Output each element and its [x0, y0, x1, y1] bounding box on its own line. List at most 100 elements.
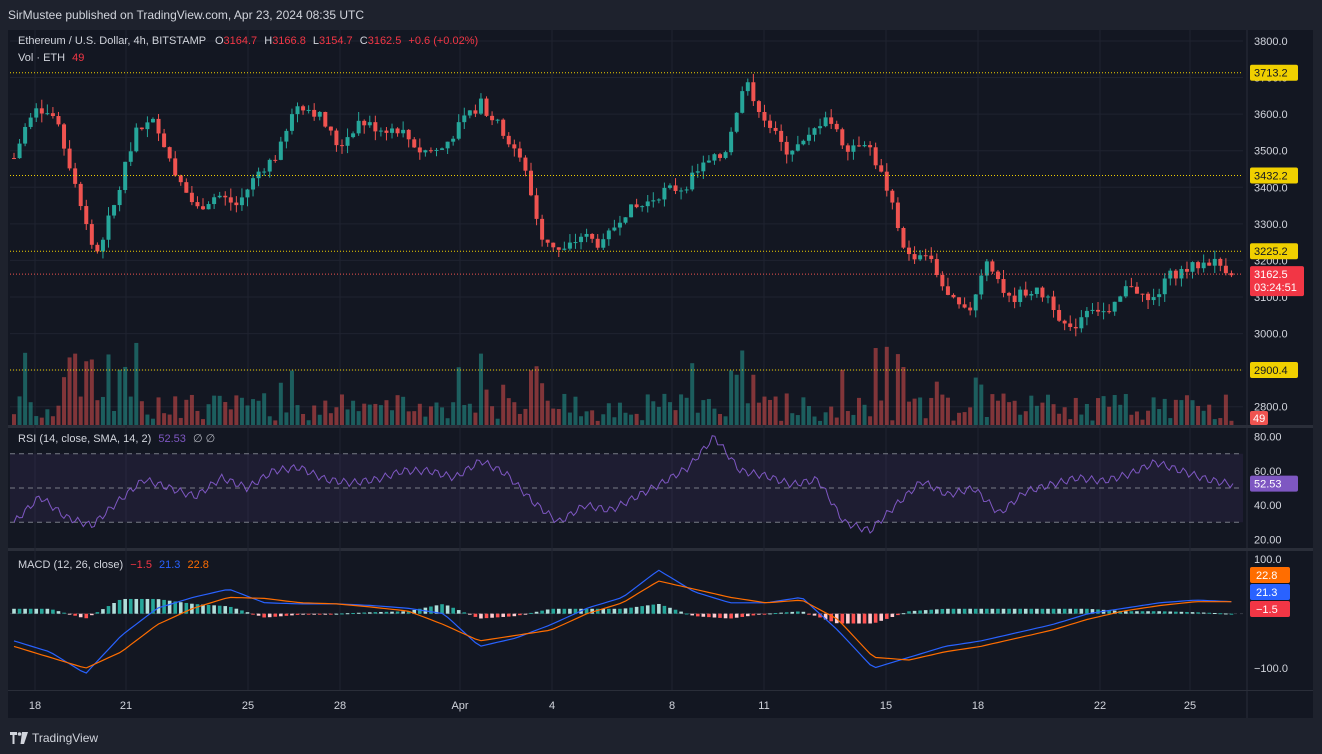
macd-histogram-bar	[768, 613, 772, 615]
macd-histogram-bar	[996, 608, 1000, 614]
candle-body	[462, 115, 467, 123]
volume-bar	[890, 420, 895, 425]
macd-histogram-bar	[645, 605, 650, 614]
volume-bar	[273, 420, 278, 425]
volume-bar	[840, 369, 845, 425]
candle-body	[845, 145, 850, 152]
volume-bar	[1146, 410, 1151, 425]
volume-bar	[884, 346, 889, 425]
volume-bar	[184, 399, 189, 425]
candle-body	[473, 110, 478, 114]
candle-body	[1101, 311, 1106, 313]
candle-body	[1073, 326, 1078, 329]
volume-bar	[951, 420, 956, 425]
signal-line[interactable]	[13, 580, 1232, 669]
volume-bar	[478, 353, 483, 425]
macd-legend[interactable]: MACD (12, 26, close) −1.5 21.3 22.8	[18, 559, 209, 571]
volume-bar	[968, 407, 973, 425]
time-axis-label: 21	[120, 700, 132, 712]
volume-bar	[212, 395, 217, 425]
candle-body	[584, 233, 589, 237]
price-axis-label: 3300.0	[1254, 219, 1288, 231]
level-badge-label: 3432.2	[1254, 170, 1288, 182]
candle-body	[134, 127, 139, 152]
candle-body	[895, 202, 900, 229]
rsi-line[interactable]	[13, 435, 1234, 534]
volume-bar	[328, 413, 333, 425]
macd-histogram-bar	[267, 613, 272, 618]
volume-bar	[1201, 410, 1206, 425]
macd-histogram-bar	[629, 607, 633, 614]
candle-body	[973, 294, 978, 311]
volume-bar	[73, 353, 78, 425]
volume-bar	[1079, 414, 1084, 425]
macd-histogram-bar	[873, 613, 878, 623]
volume-bar	[484, 389, 489, 425]
macd-histogram-bar	[412, 609, 417, 614]
volume-bar	[384, 400, 389, 425]
chart-canvas[interactable]: 3800.03700.03600.03500.03400.03300.03200…	[8, 30, 1313, 718]
symbol-legend[interactable]: Ethereum / U.S. Dollar, 4h, BITSTAMP O31…	[18, 35, 478, 47]
macd-histogram-bar	[673, 609, 678, 614]
candle-body	[784, 141, 789, 155]
candle-body	[1029, 294, 1034, 296]
candle-body	[1084, 310, 1089, 318]
tradingview-logo[interactable]: TradingView	[10, 731, 98, 745]
volume-bar	[768, 399, 773, 425]
candle-body	[912, 254, 917, 260]
volume-bar	[923, 418, 928, 425]
candle-body	[1007, 292, 1012, 296]
candle-body	[206, 204, 211, 210]
volume-bar	[506, 398, 511, 425]
macd-histogram-bar	[1035, 608, 1039, 614]
macd-histogram-bar	[556, 608, 561, 614]
candle-body	[278, 141, 283, 160]
macd-histogram-bar	[707, 613, 711, 618]
volume-bar	[390, 410, 395, 425]
candle-body	[128, 151, 133, 162]
rsi-legend[interactable]: RSI (14, close, SMA, 14, 2) 52.53 ∅ ∅	[18, 432, 215, 445]
macd-label: MACD (12, 26, close)	[18, 559, 124, 571]
macd-histogram-bar	[56, 611, 61, 614]
volume-bar	[762, 396, 767, 425]
candle-body	[490, 115, 495, 121]
macd-histogram-bar	[884, 613, 889, 619]
macd-histogram-bar	[1057, 608, 1061, 614]
candle-body	[701, 162, 706, 172]
macd-histogram-bar	[240, 610, 244, 614]
macd-histogram-bar	[451, 607, 455, 614]
macd-histogram-bar	[106, 606, 111, 614]
chart-frame[interactable]: 3800.03700.03600.03500.03400.03300.03200…	[8, 30, 1313, 718]
volume-bar	[306, 420, 311, 425]
macd-histogram-bar	[45, 608, 50, 614]
macd-histogram-bar	[490, 613, 494, 618]
candle-body	[573, 242, 578, 244]
symbol-name[interactable]: Ethereum / U.S. Dollar, 4h, BITSTAMP	[18, 35, 206, 47]
candle-body	[478, 98, 483, 114]
candle-body	[534, 195, 539, 219]
volume-bar	[1007, 402, 1012, 425]
macd-histogram-bar	[612, 608, 617, 614]
volume-bar	[45, 409, 50, 425]
volume-bar	[673, 410, 678, 425]
macd-histogram-bar	[545, 609, 550, 614]
last-price-badge[interactable]	[1250, 266, 1304, 297]
volume-bar	[784, 393, 789, 425]
macd-line[interactable]	[13, 569, 1232, 674]
macd-histogram-bar	[51, 609, 55, 614]
volume-legend[interactable]: Vol · ETH 49	[18, 52, 84, 64]
candle-body	[512, 144, 517, 149]
candle-body	[990, 261, 995, 272]
macd-histogram-bar	[1157, 611, 1161, 614]
volume-bar	[706, 398, 711, 425]
candle-body	[1018, 289, 1023, 303]
candle-body	[1034, 287, 1039, 295]
candle-body	[1051, 296, 1056, 311]
volume-bar	[617, 402, 622, 425]
volume-bar	[278, 382, 283, 425]
volume-bar	[579, 416, 584, 425]
volume-bar	[312, 405, 317, 425]
volume-bar	[740, 350, 745, 425]
rsi-label: RSI (14, close, SMA, 14, 2)	[18, 433, 152, 445]
macd-histogram-bar	[156, 599, 161, 614]
